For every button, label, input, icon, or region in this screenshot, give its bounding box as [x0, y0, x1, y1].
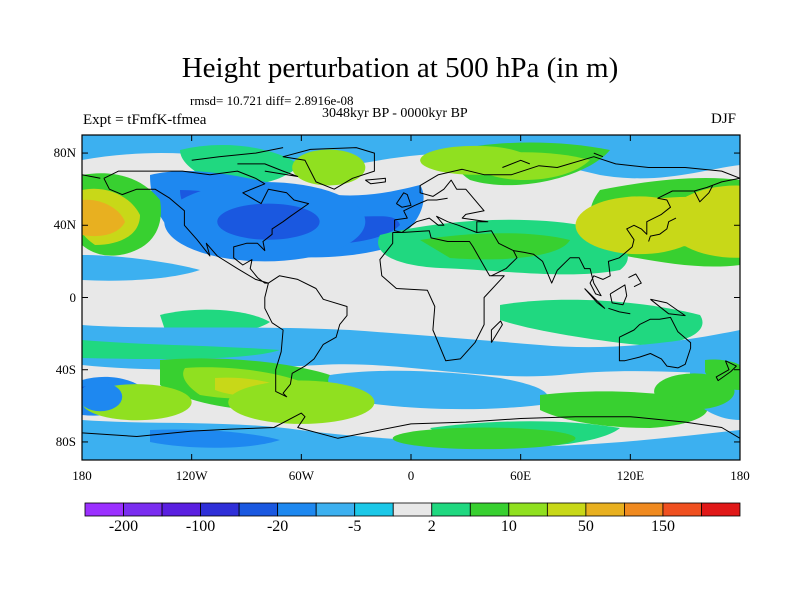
colorbar-swatch-9	[431, 502, 471, 517]
coastline-11	[395, 192, 412, 208]
coastline-5	[394, 197, 448, 221]
lon-tick-label: 60E	[510, 468, 532, 483]
axis-ticks	[81, 135, 741, 460]
colorbar-swatch-14	[624, 502, 664, 517]
colorbar-swatch-0	[84, 502, 124, 517]
coastline-20	[237, 163, 299, 177]
colorbar-swatch-5	[277, 502, 317, 517]
coastline-14	[609, 284, 628, 306]
coastline-18	[490, 320, 503, 343]
coastline-15	[650, 298, 686, 317]
band-tropic-pacific	[82, 255, 200, 281]
colorbar-swatch-11	[508, 502, 548, 517]
band-tropic-indian	[500, 299, 703, 345]
field-blob-7	[228, 380, 375, 424]
coastline-7	[513, 177, 740, 297]
lon-tick-label: 180	[730, 468, 750, 483]
coastline-10	[618, 316, 692, 369]
colorbar-label: -200	[108, 518, 139, 535]
coastlines	[82, 147, 740, 439]
field-bands	[82, 135, 740, 460]
colorbar-label: 10	[500, 518, 517, 535]
field-blob-1	[217, 203, 320, 240]
lon-tick-label: 120W	[175, 468, 208, 483]
band-south-east-green	[705, 359, 740, 390]
field-blob-3	[575, 196, 704, 255]
coastline-12	[584, 288, 606, 309]
coastline-19	[82, 412, 740, 439]
colorbar-label: 50	[577, 518, 594, 535]
band-antarctic-blue	[150, 429, 280, 448]
lon-tick-label: 120E	[616, 468, 645, 483]
coastline-2	[282, 147, 375, 190]
colorbar-label: 2	[427, 518, 436, 535]
band-subtrop-green	[420, 233, 570, 260]
lat-tick-label: 80N	[53, 145, 76, 161]
lat-tick-label: 40S	[55, 361, 76, 377]
season-label: DJF	[711, 111, 737, 127]
colorbar-swatch-15	[662, 502, 702, 517]
coastline-4	[394, 156, 740, 233]
lon-tick-label: 180	[72, 468, 92, 483]
colorbar-label: -5	[348, 518, 362, 535]
lon-tick-label: 60W	[288, 468, 314, 483]
colorbar-swatch-7	[354, 502, 394, 517]
period-label: 3048kyr BP - 0000kyr BP	[322, 106, 468, 121]
coastline-9	[648, 217, 677, 242]
map-area	[82, 135, 740, 460]
coastline-24	[593, 152, 604, 158]
lat-tick-label: 0	[69, 289, 77, 305]
band-south-atl	[328, 370, 548, 410]
coastline-22	[82, 174, 101, 179]
lat-tick-label: 80S	[55, 433, 76, 449]
lon-tick-label: 0	[407, 468, 415, 483]
coastline-1	[264, 275, 348, 398]
colorbar	[84, 502, 741, 517]
chart-title: Height perturbation at 500 hPa (in m)	[181, 52, 619, 84]
coastline-0	[103, 170, 310, 284]
colorbar-swatch-13	[585, 502, 625, 517]
colorbar-swatch-1	[123, 502, 163, 517]
coastline-16	[628, 273, 642, 288]
experiment-label: Expt = tFmfK-tfmea	[83, 112, 207, 128]
colorbar-label: 150	[650, 518, 675, 535]
colorbar-label: -100	[185, 518, 216, 535]
field-blob-5	[292, 149, 366, 186]
stats-label: rmsd= 10.721 diff= 2.8916e-08	[190, 93, 354, 108]
colorbar-swatch-4	[238, 502, 279, 517]
coastline-17	[715, 360, 737, 382]
coastline-25	[502, 159, 530, 168]
colorbar-swatch-3	[200, 502, 240, 517]
band-south-green	[82, 340, 280, 360]
colorbar-swatch-10	[469, 502, 510, 517]
colorbar-swatch-6	[315, 502, 356, 517]
colorbar-swatch-8	[392, 502, 433, 517]
lat-tick-label: 40N	[53, 217, 76, 233]
coastline-13	[608, 307, 631, 315]
coastline-23	[365, 177, 386, 185]
coastline-8	[693, 185, 714, 203]
colorbar-swatch-2	[161, 502, 201, 517]
band-antarctic	[82, 420, 740, 460]
field-blob-9	[82, 382, 123, 412]
coastline-3	[379, 230, 505, 362]
colorbar-label: -20	[266, 518, 289, 535]
colorbar-swatch-12	[546, 502, 587, 517]
field-blob-10	[654, 373, 735, 410]
field-blob-4	[420, 145, 530, 175]
coastline-21	[191, 147, 284, 161]
band-pacific-w-core	[82, 199, 125, 237]
field-blob-8	[392, 427, 576, 450]
colorbar-swatch-16	[701, 502, 741, 517]
